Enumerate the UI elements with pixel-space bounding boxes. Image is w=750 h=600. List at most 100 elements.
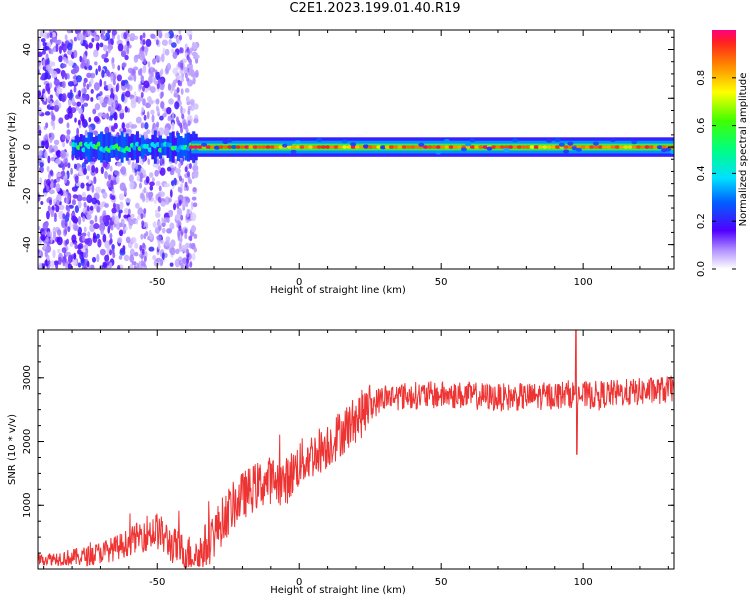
- spectrogram-noise-blob: [89, 78, 94, 84]
- spectrogram-band-peak: [538, 145, 544, 149]
- spectrogram-column-blob: [143, 114, 147, 121]
- spectrogram-band-outer: [164, 138, 168, 156]
- spectrogram-band-spill: [350, 142, 357, 147]
- spectrogram-noise-blob: [137, 215, 140, 221]
- spectrogram-band-peak: [278, 145, 284, 149]
- spectrogram-noise-blob: [113, 215, 120, 225]
- spectrogram-noise-blob: [55, 204, 60, 213]
- spectrogram-panel: -50 0 50 100 -40 -20 0 20 40 Height of straight l…: [7, 29, 675, 296]
- spectrogram-band-spill: [362, 144, 369, 149]
- spectrogram-noise-blob: [162, 113, 167, 118]
- spectrogram-noise-blob: [150, 109, 155, 115]
- spectrogram-band-spill: [575, 147, 582, 152]
- spectrogram-xlabel: Height of straight line (km): [270, 285, 406, 296]
- spectrogram-band-peak: [648, 145, 654, 149]
- spectrogram-noise-blob: [123, 32, 128, 40]
- spectrogram-noise-blob: [86, 212, 92, 220]
- spectrogram-noise-blob: [193, 233, 198, 239]
- spectrogram-noise-blob: [152, 255, 157, 261]
- spectrogram-column-blob: [64, 191, 68, 198]
- spectrogram-band-outer: [84, 137, 88, 157]
- spectrogram-noise-blob: [171, 42, 177, 48]
- spectrogram-band-peak: [244, 145, 250, 149]
- spectrogram-column-blob: [49, 137, 53, 144]
- spectrogram-noise-blob: [72, 224, 79, 231]
- spectrogram-noise-blob: [182, 197, 186, 203]
- spectrogram-noise-blob: [56, 86, 63, 94]
- spectrogram-noise-blob: [124, 226, 128, 231]
- spectrogram-noise-blob: [123, 208, 129, 214]
- spectrogram-column-blob: [49, 199, 53, 206]
- spectrogram-column-blob: [110, 76, 114, 83]
- spectrogram-noise-blob: [105, 50, 109, 58]
- spectrogram-xtick-label: 0: [296, 277, 302, 288]
- spectrogram-noise-blob: [68, 105, 72, 113]
- spectrogram-band-peak: [205, 145, 211, 149]
- spectrogram-column-blob: [158, 234, 162, 241]
- spectrogram-band-spill: [294, 140, 301, 145]
- spectrogram-band-peak: [444, 145, 450, 149]
- spectrogram-noise-blob: [100, 35, 107, 41]
- spectrogram-noise-blob: [52, 198, 57, 205]
- spectrogram-noise-blob: [121, 122, 125, 129]
- spectrogram-noise-blob: [100, 166, 104, 175]
- spectrogram-column-blob: [177, 61, 181, 68]
- spectrogram-noise-blob: [154, 209, 159, 214]
- spectrogram-column-blob: [141, 248, 145, 255]
- spectrogram-noise-blob: [119, 249, 126, 256]
- spectrogram-noise-blob: [118, 229, 124, 237]
- spectrogram-noise-blob: [104, 171, 108, 180]
- spectrogram-noise-blob: [191, 196, 197, 201]
- spectrogram-column-blob: [160, 101, 164, 108]
- spectrogram-noise-blob: [91, 197, 98, 205]
- spectrogram-column-blob: [139, 244, 143, 251]
- spectrogram-noise-blob: [81, 197, 87, 202]
- spectrogram-band-peak: [393, 145, 399, 149]
- spectrogram-noise-blob: [57, 172, 61, 177]
- spectrogram-noise-blob: [103, 44, 108, 52]
- spectrogram-noise-blob: [133, 35, 139, 40]
- spectrogram-column-blob: [46, 166, 50, 173]
- spectrogram-noise-blob: [160, 53, 165, 63]
- spectrogram-noise-blob: [105, 112, 110, 120]
- spectrogram-noise-blob: [43, 92, 47, 102]
- spectrogram-noise-blob: [102, 215, 108, 224]
- spectrogram-noise-blob: [97, 65, 101, 72]
- spectrogram-band-spill: [213, 145, 220, 150]
- spectrogram-noise-blob: [193, 103, 199, 110]
- spectrogram-noise-blob: [193, 247, 197, 253]
- spectrogram-noise-blob: [81, 62, 85, 69]
- spectrogram-band-peak: [333, 145, 339, 149]
- spectrogram-band-peak: [457, 145, 463, 149]
- spectrogram-noise-blob: [38, 149, 43, 157]
- spectrogram-column-blob: [155, 39, 159, 46]
- spectrogram-noise-blob: [50, 209, 55, 218]
- spectrogram-column-blob: [84, 129, 88, 136]
- spectrogram-noise-blob: [148, 191, 154, 198]
- spectrogram-noise-blob: [167, 83, 172, 91]
- spectrogram-noise-blob: [128, 44, 132, 49]
- spectrogram-noise-blob: [116, 265, 121, 269]
- spectrogram-column-blob: [111, 57, 115, 64]
- spectrogram-column-blob: [180, 230, 184, 237]
- spectrogram-band-outer: [156, 137, 160, 157]
- spectrogram-noise-blob: [44, 46, 51, 51]
- snr-ylabel: SNR (10 * v/v): [7, 414, 18, 485]
- spectrogram-noise-blob: [73, 50, 78, 59]
- spectrogram-noise-blob: [146, 111, 150, 120]
- spectrogram-column-blob: [46, 32, 50, 39]
- spectrogram-band-peak: [491, 145, 497, 149]
- spectrogram-noise-blob: [149, 181, 155, 187]
- spectrogram-ytick-label: 40: [22, 43, 33, 56]
- spectrogram-band-peak: [397, 145, 403, 149]
- snr-ytick-label: 1000: [22, 493, 33, 518]
- spectrogram-noise-blob: [53, 154, 56, 159]
- spectrogram-column-blob: [143, 208, 147, 215]
- spectrogram-noise-blob: [131, 261, 137, 266]
- spectrogram-column-blob: [141, 85, 145, 92]
- spectrogram-noise-blob: [129, 181, 135, 190]
- spectrogram-column-blob: [62, 170, 66, 177]
- spectrogram-band-spill: [316, 138, 323, 143]
- spectrogram-noise-blob: [192, 76, 196, 85]
- spectrogram-noise-blob: [77, 215, 82, 225]
